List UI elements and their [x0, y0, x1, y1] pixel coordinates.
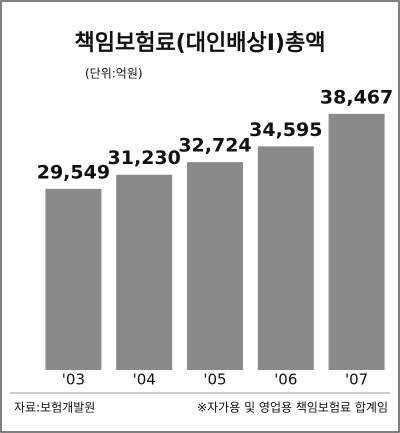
value-label: 31,230 [108, 147, 181, 169]
value-label: 29,549 [37, 161, 110, 183]
x-tick-label: '07 [345, 371, 368, 389]
value-label: 34,595 [249, 119, 322, 141]
bar [187, 162, 243, 370]
value-label: 38,467 [320, 86, 393, 108]
note: ※자가용 및 영업용 책임보험료 합계임 [197, 400, 388, 415]
x-tick-label: '06 [274, 371, 297, 389]
x-tick-label: '05 [203, 371, 226, 389]
bar [45, 188, 102, 370]
x-tick-label: '04 [133, 371, 156, 389]
x-tick-label: '03 [62, 371, 85, 389]
bar [116, 174, 173, 370]
chart-title: 책임보험료(대인배상Ⅰ)총액 [75, 30, 326, 56]
value-label: 32,724 [178, 135, 251, 157]
chart-subtitle: (단위:억원) [85, 67, 143, 81]
bar [257, 146, 314, 370]
bar [328, 113, 385, 370]
source: 자료:보험개발원 [14, 401, 95, 415]
